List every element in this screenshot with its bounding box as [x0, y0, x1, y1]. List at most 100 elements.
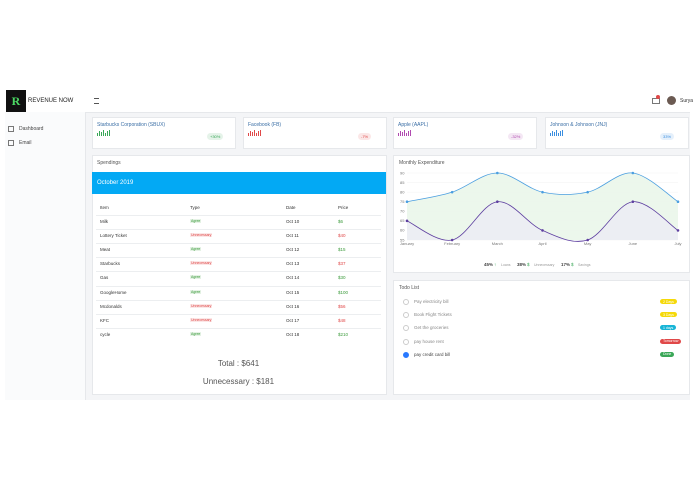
mini-bar	[103, 130, 104, 136]
point	[541, 190, 544, 194]
column-header: Date	[286, 205, 296, 210]
todo-text: Get the groceries	[414, 325, 449, 331]
brand: REVENUE NOW	[28, 98, 74, 104]
date: Oct 16	[286, 303, 300, 309]
expenditure-title: Monthly Expenditure	[399, 160, 445, 166]
stock-name: Facebook (FB)	[248, 122, 282, 128]
point	[450, 190, 454, 194]
item: Meat	[100, 247, 111, 253]
stock-card	[393, 117, 537, 149]
menu-item[interactable]: Dashboard	[19, 126, 44, 132]
y-tick-label: 55	[400, 237, 405, 242]
point	[405, 200, 409, 204]
price: $6	[338, 219, 344, 224]
user-name: Surya	[680, 98, 694, 104]
price: $15	[338, 247, 346, 253]
mini-bar	[250, 131, 251, 136]
stock-card	[243, 117, 387, 149]
mini-bar	[109, 130, 110, 136]
summary-icon: $	[571, 262, 574, 267]
row-divider	[96, 271, 381, 273]
todo-checkbox[interactable]	[403, 325, 409, 332]
summary-icon: ↑	[494, 262, 497, 267]
x-tick-label: June	[628, 241, 637, 246]
type-badge: Agree	[190, 219, 202, 223]
mini-bar	[254, 130, 255, 136]
price: $48	[338, 317, 346, 323]
total: Total : $641	[217, 359, 260, 368]
menu-item[interactable]: Email	[19, 140, 32, 146]
todo-checkbox[interactable]	[403, 312, 409, 319]
date: Oct 15	[286, 289, 300, 295]
stock-name: Johnson & Johnson (JNJ)	[550, 122, 608, 128]
mini-bar	[400, 131, 401, 136]
date: Oct 12	[286, 247, 300, 253]
row-divider	[96, 229, 381, 231]
mini-bar	[558, 133, 559, 136]
type-badge: Unnecessary	[190, 233, 213, 238]
date: Oct 18	[286, 331, 300, 337]
point	[496, 171, 499, 175]
row-divider	[96, 243, 381, 245]
mini-bar	[101, 132, 102, 136]
todo-badge: 3 Days	[660, 312, 677, 318]
mini-bar	[402, 132, 403, 136]
price: $40	[338, 233, 346, 239]
date: Oct 10	[286, 219, 300, 224]
mail-icon[interactable]	[652, 98, 660, 104]
column-header: Type	[190, 205, 200, 210]
row-divider	[96, 313, 381, 315]
stock-name: Apple (AAPL)	[398, 122, 429, 128]
date: Oct 13	[286, 261, 300, 267]
price: $100	[338, 289, 349, 295]
point	[450, 238, 454, 242]
mini-bar	[107, 131, 108, 136]
line-chart: 55 60 65 70 75 80 85 90 January February March Apri…	[400, 170, 682, 246]
todo-text: pay credit card bill	[414, 351, 451, 357]
x-tick-label: May	[584, 241, 592, 246]
todo-checkbox[interactable]	[403, 299, 409, 305]
price: $30	[338, 275, 346, 281]
y-tick-label: 65	[400, 218, 405, 223]
stock-card	[92, 117, 236, 149]
y-tick-label: 80	[400, 189, 405, 194]
menu-toggle[interactable]	[94, 98, 99, 104]
item: Lottery Ticket	[100, 233, 127, 239]
mail-badge	[656, 95, 660, 99]
row-divider	[96, 257, 381, 259]
price: $210	[338, 331, 349, 337]
y-tick-label: 75	[400, 199, 405, 204]
todo-checkbox[interactable]	[403, 351, 409, 358]
type-badge: Unnecessary	[190, 261, 213, 266]
y-tick-label: 60	[400, 228, 405, 233]
x-tick-label: April	[538, 241, 546, 246]
mini-bar	[258, 131, 259, 136]
item: Mcdonalds	[100, 303, 122, 309]
todo-badge: Tomorrow	[660, 338, 682, 344]
avatar[interactable]	[667, 96, 676, 105]
point	[676, 229, 680, 232]
column-header: Item	[100, 205, 109, 210]
type-badge: Unnecessary	[190, 303, 213, 308]
summary-label: Loans	[501, 263, 511, 267]
todo-checkbox[interactable]	[403, 338, 409, 345]
summary-value: 45%	[484, 262, 494, 267]
mini-bar	[105, 133, 106, 136]
point	[405, 219, 409, 223]
todo-text: Book Flight Tickets	[414, 312, 452, 318]
todo-badge: 2 Days	[660, 299, 677, 304]
summary-label: Savings	[578, 263, 591, 267]
spendings-card	[92, 155, 387, 395]
y-tick-label: 85	[400, 180, 405, 185]
item: Milk	[100, 219, 108, 224]
topbar	[5, 90, 690, 113]
month-label: October 2019	[97, 180, 134, 186]
mini-bar	[550, 133, 551, 136]
mini-bar	[97, 133, 98, 136]
row-divider	[96, 215, 381, 216]
area	[407, 201, 678, 242]
point	[586, 190, 589, 194]
mini-bar	[408, 131, 409, 136]
summary-value: 17%	[561, 262, 571, 267]
menu-icon	[8, 126, 14, 132]
